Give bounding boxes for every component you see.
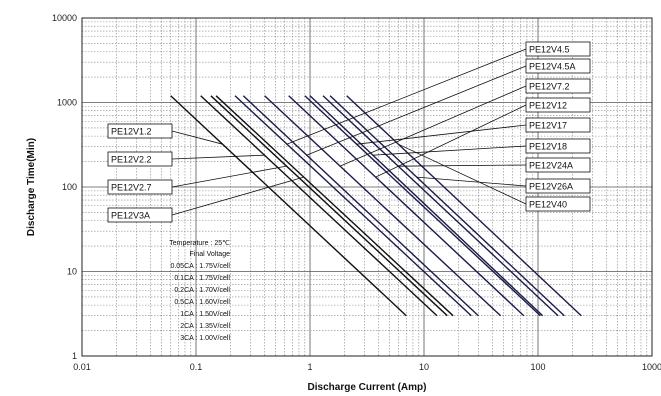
x-tick-label: 1 <box>307 362 312 372</box>
x-tick-label: 1000 <box>642 362 661 372</box>
leader-line <box>356 124 527 145</box>
final-voltage-row: 0.05CA : 1.75V/cell <box>170 263 230 270</box>
leader-line <box>398 164 527 167</box>
x-tick-label: 0.1 <box>190 362 203 372</box>
final-voltage-row: 0.1CA : 1.75V/cell <box>174 275 230 282</box>
y-axis-title: Discharge Time(Min) <box>26 138 37 236</box>
leader-line <box>416 176 527 187</box>
series-label: PE12V3A <box>111 211 150 221</box>
series-label: PE12V17 <box>529 121 567 131</box>
series-line <box>288 95 525 317</box>
series-line <box>264 95 502 317</box>
series-line <box>309 95 544 317</box>
series-line <box>215 95 454 317</box>
series-label: PE12V12 <box>529 101 567 111</box>
x-tick-label: 10 <box>419 362 429 372</box>
x-axis-title: Discharge Current (Amp) <box>308 382 427 393</box>
series-labels: PE12V1.2 PE12V2.2 PE12V2.7 PE12V3A PE12V4.5 P… <box>107 41 591 223</box>
series-label: PE12V7.2 <box>529 82 570 92</box>
series-label: PE12V18 <box>529 142 567 152</box>
series-label-box <box>525 97 591 113</box>
temperature-note: Temperature : 25℃ <box>169 240 230 247</box>
final-voltage-row: 1CA : 1.50V/cell <box>180 311 230 318</box>
leader-line <box>171 130 223 145</box>
leader-line <box>171 176 304 216</box>
axis-ticks: 0.01 0.1 1 10 100 1000 1 10 100 1000 10000 <box>52 13 661 372</box>
y-tick-label: 1000 <box>57 98 77 108</box>
series-label: PE12V2.2 <box>111 155 152 165</box>
final-voltage-row: 0.2CA : 1.70V/cell <box>174 287 230 294</box>
leader-line <box>171 165 287 188</box>
series-line <box>234 95 472 317</box>
series-label-box <box>525 157 591 173</box>
series-label: PE12V4.5A <box>529 62 576 72</box>
series-label-box <box>525 138 591 154</box>
plot-frame <box>81 17 653 357</box>
series-lines <box>170 95 582 317</box>
series-label: PE12V1.2 <box>111 127 152 137</box>
series-line <box>346 95 582 317</box>
series-label-box <box>525 196 591 212</box>
series-label-box <box>525 117 591 133</box>
series-label: PE12V4.5 <box>529 45 570 55</box>
series-label-box <box>525 178 591 194</box>
y-tick-label: 10000 <box>52 13 77 23</box>
leader-line <box>375 104 527 178</box>
leader-line <box>306 65 527 156</box>
conditions-note: Temperature : 25℃ Final Voltage 0.05CA :… <box>169 240 230 342</box>
series-line <box>242 95 479 317</box>
final-voltage-title: Final Voltage <box>190 251 231 258</box>
y-tick-label: 100 <box>62 182 77 192</box>
series-line <box>304 95 541 317</box>
series-label: PE12V40 <box>529 200 567 210</box>
series-line <box>210 95 448 317</box>
series-label: PE12V24A <box>529 161 573 171</box>
final-voltage-row: 0.5CA : 1.60V/cell <box>174 299 230 306</box>
series-line <box>170 95 407 317</box>
final-voltage-row: 2CA : 1.35V/cell <box>180 323 230 330</box>
series-line <box>329 95 565 317</box>
leader-line <box>171 154 265 160</box>
leader-line <box>286 48 527 145</box>
y-tick-label: 1 <box>72 351 77 361</box>
y-tick-label: 10 <box>67 267 77 277</box>
leader-line <box>372 145 527 156</box>
series-label-box <box>525 58 591 74</box>
leader-line <box>339 85 527 167</box>
series-line <box>200 95 438 317</box>
series-label: PE12V26A <box>529 182 573 192</box>
final-voltage-row: 3CA : 1.00V/cell <box>180 335 230 342</box>
series-label-box <box>107 123 173 139</box>
series-label-box <box>107 207 173 223</box>
series-label-box <box>107 151 173 167</box>
series-label-box <box>107 179 173 195</box>
x-tick-label: 100 <box>530 362 545 372</box>
series-label-box <box>525 78 591 94</box>
series-label-box <box>525 41 591 57</box>
x-tick-label: 0.01 <box>73 362 91 372</box>
leader-line <box>398 143 527 205</box>
series-label: PE12V2.7 <box>111 183 152 193</box>
